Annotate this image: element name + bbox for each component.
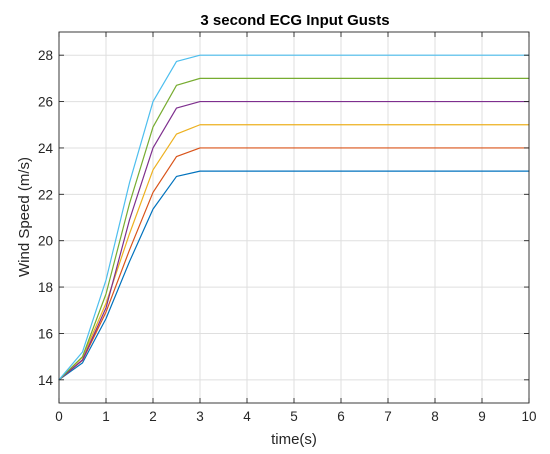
y-tick-label: 22 <box>38 187 53 202</box>
x-tick-label: 7 <box>384 409 392 424</box>
series-lines <box>58 54 530 381</box>
series-line-2 <box>58 147 530 381</box>
x-tick-label: 1 <box>102 409 110 424</box>
y-tick-label: 20 <box>38 234 53 249</box>
x-tick-label: 0 <box>55 409 63 424</box>
y-axis-label: Wind Speed (m/s) <box>16 157 33 277</box>
y-tick-label: 26 <box>38 95 53 110</box>
x-tick-label: 8 <box>431 409 439 424</box>
x-tick-label: 4 <box>243 409 251 424</box>
y-tick-labels: 14 16 18 20 22 24 26 28 <box>38 48 54 388</box>
series-line-1 <box>58 170 530 381</box>
x-tick-label: 3 <box>196 409 204 424</box>
x-tick-label: 6 <box>337 409 345 424</box>
y-tick-label: 14 <box>38 373 54 388</box>
series-line-4 <box>58 100 530 381</box>
x-tick-label: 2 <box>149 409 157 424</box>
x-tick-label: 10 <box>521 409 536 424</box>
y-tick-label: 16 <box>38 326 53 341</box>
chart-title: 3 second ECG Input Gusts <box>200 12 389 29</box>
y-tick-label: 24 <box>38 141 54 156</box>
x-axis-label: time(s) <box>271 431 317 448</box>
ticks <box>58 32 530 403</box>
y-tick-label: 28 <box>38 48 53 63</box>
series-line-5 <box>58 77 530 381</box>
series-line-6 <box>58 54 530 381</box>
y-tick-label: 18 <box>38 280 53 295</box>
x-tick-labels: 0 1 2 3 4 5 6 7 8 9 10 <box>55 409 536 424</box>
x-tick-label: 9 <box>478 409 486 424</box>
x-tick-label: 5 <box>290 409 298 424</box>
